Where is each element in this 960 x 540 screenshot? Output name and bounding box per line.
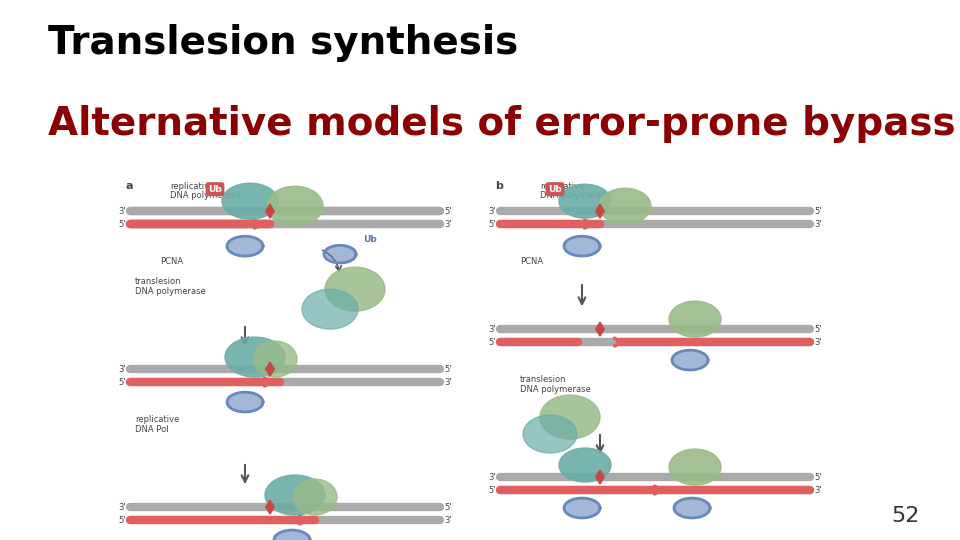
Text: PCNA: PCNA [520,257,543,266]
Text: 3': 3' [814,220,822,228]
Text: 3': 3' [444,220,451,228]
Text: PCNA: PCNA [160,257,183,266]
Text: 5': 5' [444,503,451,511]
Text: Ub: Ub [208,185,222,194]
Ellipse shape [293,479,337,515]
Text: translesion: translesion [520,375,566,384]
Text: DNA polymerase: DNA polymerase [170,191,241,200]
Ellipse shape [669,301,721,337]
Polygon shape [266,362,275,376]
Ellipse shape [265,475,325,515]
Text: 5': 5' [444,364,451,374]
Text: Ub: Ub [548,185,562,194]
Text: Translesion synthesis: Translesion synthesis [48,24,518,62]
Text: 3': 3' [814,485,822,495]
Text: 3': 3' [489,472,496,482]
Ellipse shape [559,448,611,482]
Ellipse shape [302,289,358,329]
Ellipse shape [669,449,721,485]
Ellipse shape [325,267,385,311]
Text: 3': 3' [118,364,126,374]
Text: 3': 3' [814,338,822,347]
Ellipse shape [540,395,600,439]
Polygon shape [672,350,708,370]
Text: b: b [495,181,503,191]
Polygon shape [266,204,275,218]
Ellipse shape [267,186,323,226]
Ellipse shape [599,188,651,224]
Text: 3': 3' [118,503,126,511]
Text: Ub: Ub [363,235,377,244]
Text: a: a [125,181,132,191]
Text: 5': 5' [489,220,496,228]
Text: 3': 3' [444,377,451,387]
Text: 3': 3' [118,207,126,215]
Ellipse shape [225,337,285,377]
Polygon shape [266,500,275,514]
Text: replicative: replicative [170,181,214,191]
Text: translesion: translesion [135,277,181,286]
Text: replicative: replicative [135,415,180,424]
Text: 5': 5' [118,516,126,524]
Text: DNA polymerase: DNA polymerase [540,191,611,200]
Ellipse shape [523,415,577,453]
Polygon shape [274,530,310,540]
Polygon shape [596,322,604,336]
Text: Alternative models of error-prone bypass: Alternative models of error-prone bypass [48,105,955,143]
Text: 52: 52 [892,506,920,526]
Text: DNA polymerase: DNA polymerase [135,287,205,296]
Text: 3': 3' [489,325,496,334]
Text: 3': 3' [444,516,451,524]
Polygon shape [596,470,604,484]
Polygon shape [564,237,600,256]
Polygon shape [227,237,263,256]
Polygon shape [674,498,710,518]
Polygon shape [324,245,356,263]
Text: 5': 5' [118,377,126,387]
Ellipse shape [253,341,297,377]
Ellipse shape [559,184,611,218]
Text: 3': 3' [489,207,496,215]
Text: 5': 5' [489,338,496,347]
Polygon shape [596,204,604,218]
Text: replicative: replicative [540,181,585,191]
Text: 5': 5' [814,207,822,215]
Text: DNA polymerase: DNA polymerase [520,385,590,394]
Text: 5': 5' [814,325,822,334]
Text: 5': 5' [118,220,126,228]
Text: 5': 5' [444,207,451,215]
Polygon shape [564,498,600,518]
Ellipse shape [222,183,278,219]
Text: DNA Pol: DNA Pol [135,425,169,434]
Text: 5': 5' [489,485,496,495]
Polygon shape [227,392,263,412]
Text: 5': 5' [814,472,822,482]
